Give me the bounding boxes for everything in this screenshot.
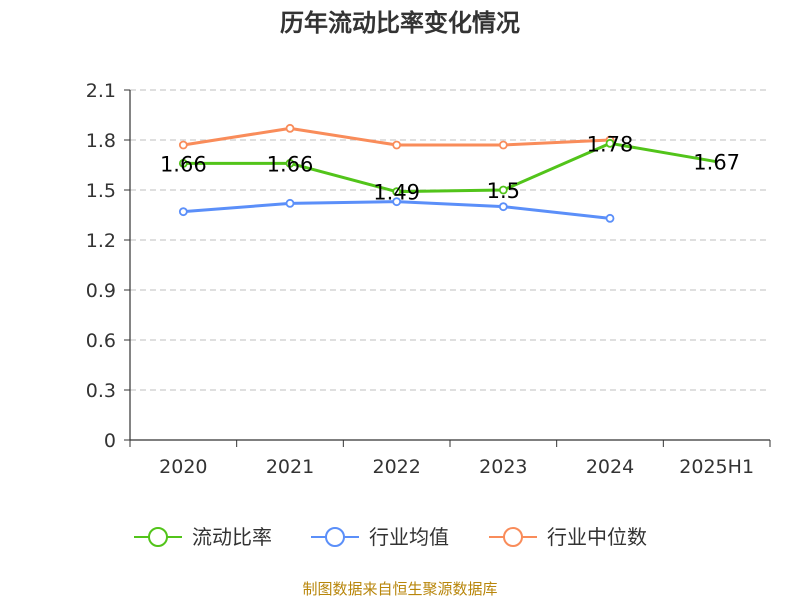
data-label: 1.78 xyxy=(587,132,634,156)
y-tick-label: 1.5 xyxy=(86,180,116,202)
y-tick-label: 2.1 xyxy=(86,80,116,102)
y-tick-label: 0.6 xyxy=(86,330,116,352)
legend-marker xyxy=(148,527,168,547)
series-line xyxy=(183,141,717,194)
data-point xyxy=(498,185,508,195)
legend-item: 行业中位数 xyxy=(489,525,647,549)
legend: 流动比率 行业均值 行业中位数 xyxy=(134,525,647,549)
y-tick-label: 0.9 xyxy=(86,280,116,302)
y-tick-label: 0 xyxy=(104,430,116,452)
data-point xyxy=(392,187,402,197)
data-point xyxy=(178,158,188,168)
legend-marker xyxy=(503,527,523,547)
data-label: 1.66 xyxy=(267,152,314,176)
legend-label: 行业均值 xyxy=(369,525,449,549)
y-tick-label: 0.3 xyxy=(86,380,116,402)
data-point xyxy=(392,140,402,150)
data-label: 1.49 xyxy=(373,181,420,205)
data-point xyxy=(178,207,188,217)
data-point xyxy=(285,158,295,168)
data-label: 1.5 xyxy=(487,179,520,203)
data-label: 1.66 xyxy=(160,152,207,176)
legend-item: 行业均值 xyxy=(311,525,449,549)
chart-title: 历年流动比率变化情况 xyxy=(280,9,520,37)
data-point xyxy=(498,140,508,150)
grid-lines xyxy=(130,89,770,391)
legend-label: 流动比率 xyxy=(192,525,272,549)
y-tick-label: 1.2 xyxy=(86,230,116,252)
data-point xyxy=(605,138,615,148)
x-tick-label: 2025H1 xyxy=(679,456,754,478)
x-tick-label: 2022 xyxy=(372,456,420,478)
data-point xyxy=(392,197,402,207)
data-point xyxy=(285,123,295,133)
series-lines xyxy=(178,123,717,223)
data-labels: 1.66 1.66 1.49 1.5 1.78 1.67 xyxy=(160,132,740,204)
source-note: 制图数据来自恒生聚源数据库 xyxy=(302,580,497,598)
series-current_ratio xyxy=(178,138,717,197)
x-tick-label: 2021 xyxy=(266,456,314,478)
legend-item: 流动比率 xyxy=(134,525,272,549)
data-point xyxy=(285,198,295,208)
series-industry_median xyxy=(178,123,615,150)
y-tick-label: 1.8 xyxy=(86,130,116,152)
data-label: 1.67 xyxy=(693,151,740,175)
series-industry_mean xyxy=(178,197,615,223)
legend-marker xyxy=(325,527,345,547)
legend-label: 行业中位数 xyxy=(547,525,647,549)
x-tick-label: 2023 xyxy=(479,456,527,478)
axes: 0 0.3 0.6 0.9 1.2 1.5 1.8 2.1 2020 2021 2022 2023 20… xyxy=(86,80,771,478)
x-tick-label: 2020 xyxy=(159,456,207,478)
x-tick-label: 2024 xyxy=(586,456,634,478)
data-point xyxy=(605,213,615,223)
data-point xyxy=(178,140,188,150)
data-point xyxy=(498,202,508,212)
